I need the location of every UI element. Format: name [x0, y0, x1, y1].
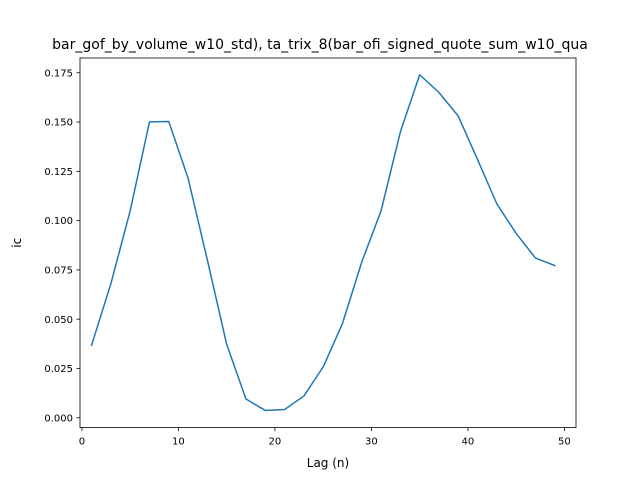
y-axis-ticks: 0.000 0.025 0.050 0.075 0.100 0.125 0.150 0.175	[44, 68, 80, 424]
y-tick-label: 0.175	[44, 68, 73, 79]
y-tick-label: 0.025	[44, 364, 73, 375]
x-tick-label: 10	[172, 437, 185, 448]
y-axis-label: ic	[10, 238, 24, 248]
y-tick-label: 0.000	[44, 413, 73, 424]
y-tick-label: 0.075	[44, 266, 73, 277]
x-axis-ticks: 0 10 20 30 40 50	[79, 427, 571, 448]
series-line	[90, 74, 556, 412]
x-tick-label: 50	[558, 437, 571, 448]
x-tick-label: 40	[462, 437, 475, 448]
x-tick-label: 20	[269, 437, 282, 448]
plot-area-frame	[79, 57, 577, 429]
y-tick-label: 0.100	[44, 216, 73, 227]
y-tick-label: 0.050	[44, 315, 73, 326]
y-tick-label: 0.125	[44, 167, 73, 178]
y-tick-label: 0.150	[44, 118, 73, 129]
plot-series	[90, 74, 556, 412]
x-tick-label: 0	[79, 437, 85, 448]
chart-title: bar_gof_by_volume_w10_std), ta_trix_8(ba…	[52, 37, 588, 53]
x-tick-label: 30	[365, 437, 378, 448]
x-axis-label: Lag (n)	[307, 456, 349, 470]
